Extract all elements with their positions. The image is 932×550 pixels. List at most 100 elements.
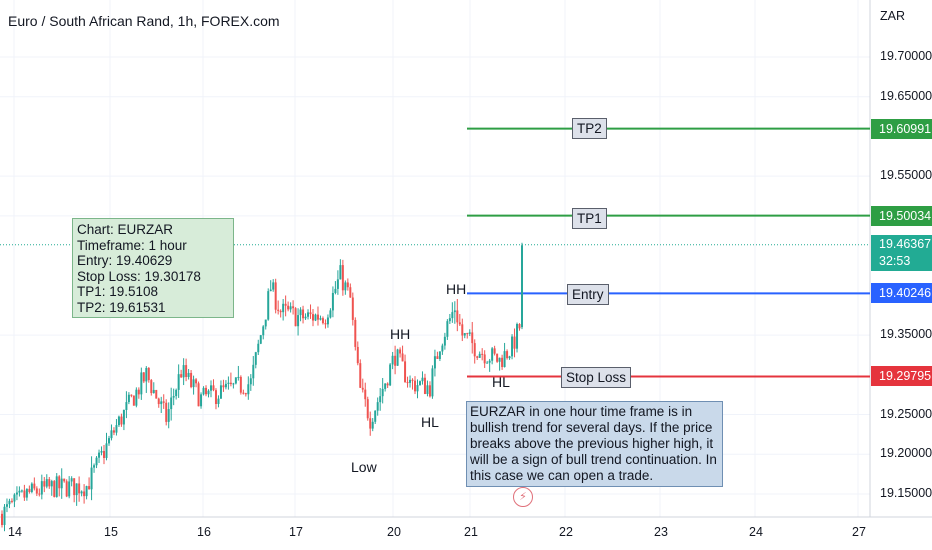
tp2-price-tag: 19.60991 [871, 119, 932, 139]
candle-body [150, 380, 152, 393]
candle-body [471, 332, 473, 343]
candle-body [38, 494, 40, 495]
x-tick-label: 23 [654, 525, 668, 539]
candle-body [342, 265, 344, 290]
candle-body [282, 304, 284, 312]
candle-body [245, 393, 247, 394]
candle-body [444, 337, 446, 346]
candle-body [73, 478, 75, 495]
candle-body [402, 353, 404, 361]
candle-body [31, 484, 33, 492]
candle-body [474, 343, 476, 356]
y-tick-label: 19.65000 [880, 89, 932, 103]
candle-body [260, 335, 262, 344]
y-tick-label: 19.25000 [880, 407, 932, 421]
candle-body [389, 364, 391, 385]
candle-body [519, 324, 521, 328]
candle-body [295, 308, 297, 326]
candle-body [382, 389, 384, 396]
candle-body [344, 282, 346, 290]
candle-body [506, 351, 508, 358]
last-price-tag: 19.46367 32:53 [871, 235, 932, 271]
tp1-label[interactable]: TP1 [572, 208, 607, 229]
candle-body [53, 481, 55, 497]
candle-body [98, 453, 100, 458]
candle-body [300, 309, 302, 315]
lightning-icon[interactable]: ⚡ [513, 487, 533, 507]
candle-body [86, 486, 88, 496]
candle-body [359, 363, 361, 388]
candle-body [347, 282, 349, 287]
tp2-label[interactable]: TP2 [572, 118, 607, 139]
candle-body [275, 282, 277, 309]
candle-body [237, 377, 239, 378]
candle-body [46, 479, 48, 486]
candle-body [372, 422, 374, 429]
candle-body [153, 390, 155, 393]
y-tick-label: 19.70000 [880, 49, 932, 63]
candle-body [188, 373, 190, 377]
candle-body [459, 322, 461, 324]
candle-body [446, 321, 448, 337]
y-axis-unit: ZAR [880, 9, 905, 23]
candle-body [421, 378, 423, 381]
candle-body [436, 356, 438, 359]
candle-body [247, 384, 249, 394]
candle-body [257, 344, 259, 352]
info-tp2: TP2: 19.61531 [77, 300, 233, 316]
candle-body [367, 399, 369, 418]
candle-body [287, 306, 289, 310]
last-price-value: 19.46367 [879, 236, 932, 253]
analysis-note[interactable]: EURZAR in one hour time frame is in bull… [466, 401, 723, 487]
candle-body [364, 390, 366, 400]
candle-body [227, 383, 229, 384]
candle-body [43, 481, 45, 486]
candle-body [456, 310, 458, 322]
info-stop-loss: Stop Loss: 19.30178 [77, 269, 233, 285]
candle-body [496, 354, 498, 362]
candle-body [409, 380, 411, 383]
candle-body [232, 383, 234, 384]
candle-body [441, 346, 443, 352]
candle-body [434, 356, 436, 368]
candle-body [489, 361, 491, 363]
candle-body [68, 481, 70, 496]
stop-loss-label[interactable]: Stop Loss [561, 367, 631, 388]
candle-body [521, 245, 523, 327]
candle-body [36, 488, 38, 493]
candle-body [215, 390, 217, 404]
trade-info-box[interactable]: Chart: EURZAR Timeframe: 1 hour Entry: 1… [72, 218, 234, 318]
candle-body [21, 490, 23, 491]
candle-body [327, 318, 329, 325]
candle-body [501, 358, 503, 367]
candle-body [414, 381, 416, 392]
candle-body [155, 390, 157, 399]
candle-body [240, 377, 242, 393]
candle-body [464, 333, 466, 335]
candle-body [494, 348, 496, 353]
candle-body [332, 293, 334, 310]
candle-body [105, 443, 107, 458]
x-tick-label: 16 [197, 525, 211, 539]
candle-body [317, 315, 319, 320]
candle-body [71, 478, 73, 481]
candle-body [310, 312, 312, 314]
x-tick-label: 27 [852, 525, 866, 539]
candle-body [357, 347, 359, 363]
candle-body [479, 354, 481, 358]
candle-body [454, 310, 456, 312]
candle-body [305, 317, 307, 319]
candle-body [292, 306, 294, 308]
candle-body [439, 351, 441, 359]
candle-body [417, 385, 419, 391]
candle-body [424, 378, 426, 394]
info-chart: Chart: EURZAR [77, 222, 233, 238]
candle-body [58, 476, 60, 488]
candle-body [324, 323, 326, 324]
x-tick-label: 15 [104, 525, 118, 539]
info-entry: Entry: 19.40629 [77, 253, 233, 269]
candle-body [362, 388, 364, 390]
entry-label[interactable]: Entry [567, 284, 609, 305]
candle-body [51, 481, 53, 486]
y-tick-label: 19.20000 [880, 446, 932, 460]
